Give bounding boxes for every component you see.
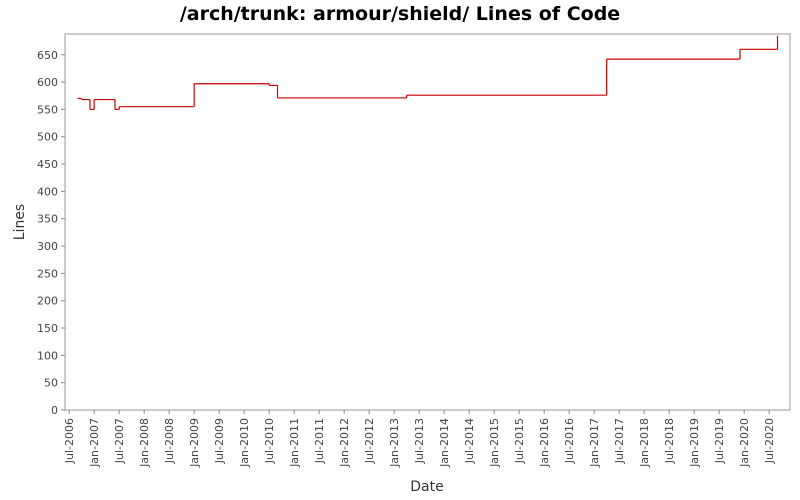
x-tick-label: Jul-2014: [463, 418, 476, 464]
x-tick-label: Jan-2014: [438, 418, 451, 468]
x-tick-label: Jan-2016: [538, 418, 551, 468]
x-tick-label: Jul-2018: [663, 418, 676, 464]
x-tick-label: Jan-2013: [388, 418, 401, 468]
x-tick-label: Jul-2012: [363, 418, 376, 464]
x-tick-label: Jan-2007: [88, 418, 101, 468]
x-tick-label: Jan-2009: [188, 418, 201, 468]
y-tick-label: 650: [37, 49, 58, 62]
x-tick-label: Jan-2019: [688, 418, 701, 468]
x-tick-label: Jul-2020: [763, 418, 776, 464]
y-tick-label: 50: [44, 377, 58, 390]
x-tick-label: Jan-2020: [738, 418, 751, 468]
y-tick-label: 500: [37, 131, 58, 144]
x-tick-label: Jul-2008: [163, 418, 176, 464]
x-tick-label: Jan-2008: [138, 418, 151, 468]
y-tick-label: 0: [51, 404, 58, 417]
y-tick-label: 200: [37, 295, 58, 308]
x-tick-label: Jul-2007: [113, 418, 126, 464]
x-tick-label: Jan-2011: [288, 418, 301, 468]
x-tick-label: Jan-2015: [488, 418, 501, 468]
y-tick-label: 300: [37, 240, 58, 253]
plot-area: [64, 33, 791, 411]
x-tick-label: Jul-2015: [513, 418, 526, 464]
y-tick-label: 550: [37, 103, 58, 116]
x-tick-label: Jul-2009: [213, 418, 226, 464]
y-tick-label: 450: [37, 158, 58, 171]
x-axis-label: Date: [410, 479, 443, 495]
chart-title: /arch/trunk: armour/shield/ Lines of Cod…: [180, 3, 620, 25]
x-tick-label: Jul-2013: [413, 418, 426, 464]
y-tick-label: 150: [37, 322, 58, 335]
y-tick-label: 100: [37, 349, 58, 362]
y-axis-label: Lines: [12, 204, 28, 240]
x-tick-label: Jul-2016: [563, 418, 576, 464]
x-tick-label: Jul-2019: [713, 418, 726, 464]
x-tick-label: Jul-2011: [313, 418, 326, 464]
x-tick-label: Jan-2010: [238, 418, 251, 468]
x-tick-label: Jan-2017: [588, 418, 601, 468]
x-tick-label: Jul-2017: [613, 418, 626, 464]
y-tick-label: 600: [37, 76, 58, 89]
y-tick-label: 400: [37, 185, 58, 198]
x-tick-label: Jul-2010: [263, 418, 276, 464]
x-tick-label: Jan-2018: [638, 418, 651, 468]
x-tick-label: Jul-2006: [63, 418, 76, 464]
y-tick-label: 250: [37, 267, 58, 280]
x-tick-label: Jan-2012: [338, 418, 351, 468]
y-tick-label: 350: [37, 213, 58, 226]
